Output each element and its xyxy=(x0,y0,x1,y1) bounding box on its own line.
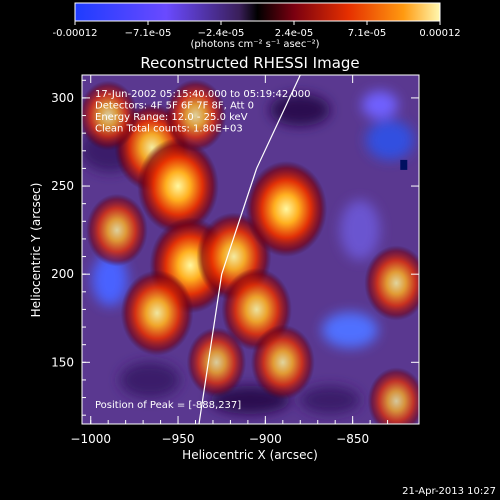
peak-position-label: Position of Peak = [-888,237] xyxy=(95,400,241,411)
y-axis: 150 200 250 300 xyxy=(51,79,419,416)
chart-title: Reconstructed RHESSI Image xyxy=(140,54,359,72)
colorbar-ticks: -0.00012 −7.1e-05 −2.4e-05 2.4e-05 7.1e-05 0.… xyxy=(53,21,461,39)
background-noise xyxy=(82,91,414,414)
colorbar-tick-label: 2.4e-05 xyxy=(275,28,313,39)
footer-date: 21-Apr-2013 10:27 xyxy=(402,486,496,497)
emission-source xyxy=(86,193,148,267)
x-axis-label: Heliocentric X (arcsec) xyxy=(182,448,318,462)
colorbar-tick-label: −7.1e-05 xyxy=(125,28,172,39)
y-axis-label: Heliocentric Y (arcsec) xyxy=(29,183,43,318)
colorbar-tick-label: 0.00012 xyxy=(419,28,460,39)
x-tick-label: −950 xyxy=(162,432,195,446)
emission-source xyxy=(164,79,227,152)
emission-source xyxy=(364,245,419,321)
solar-limb-line xyxy=(198,75,301,424)
emission-source xyxy=(82,80,138,151)
y-tick-label: 300 xyxy=(51,91,74,105)
y-tick-label: 200 xyxy=(51,267,74,281)
colorbar-tick-label: -0.00012 xyxy=(53,28,98,39)
colorbar-tick-label: 7.1e-05 xyxy=(348,28,386,39)
plot-frame xyxy=(81,74,420,425)
plot-area xyxy=(82,75,419,424)
annotation-line: Clean Total counts: 1.80E+03 xyxy=(95,124,243,135)
colorbar-units: (photons cm⁻² s⁻¹ asec⁻²) xyxy=(190,39,319,50)
peak-marker xyxy=(400,159,408,170)
x-tick-label: −850 xyxy=(336,432,369,446)
y-tick-label: 150 xyxy=(51,355,74,369)
x-tick-label: −1000 xyxy=(70,432,111,446)
x-axis: −1000 −950 −900 −850 xyxy=(70,75,389,446)
annotation-line: Energy Range: 12.0 - 25.0 keV xyxy=(95,112,248,123)
emission-source xyxy=(245,160,328,257)
emission-source xyxy=(250,324,315,400)
colorbar-tick-label: −2.4e-05 xyxy=(198,28,245,39)
colorbar-gradient xyxy=(74,2,441,22)
annotation-line: Detectors: 4F 5F 6F 7F 8F, Att 0 xyxy=(95,101,254,112)
emission-source xyxy=(137,138,219,235)
y-tick-label: 250 xyxy=(51,179,74,193)
x-tick-label: −900 xyxy=(249,432,282,446)
emission-sources xyxy=(82,79,419,424)
colorbar: -0.00012 −7.1e-05 −2.4e-05 2.4e-05 7.1e-05 0.… xyxy=(53,2,461,50)
annotation-line: 17-Jun-2002 05:15:40.000 to 05:19:42.000 xyxy=(95,89,311,100)
emission-source xyxy=(120,270,194,356)
emission-source xyxy=(186,327,247,398)
emission-source xyxy=(367,367,419,424)
annotation-block: 17-Jun-2002 05:15:40.000 to 05:19:42.000… xyxy=(95,89,311,135)
